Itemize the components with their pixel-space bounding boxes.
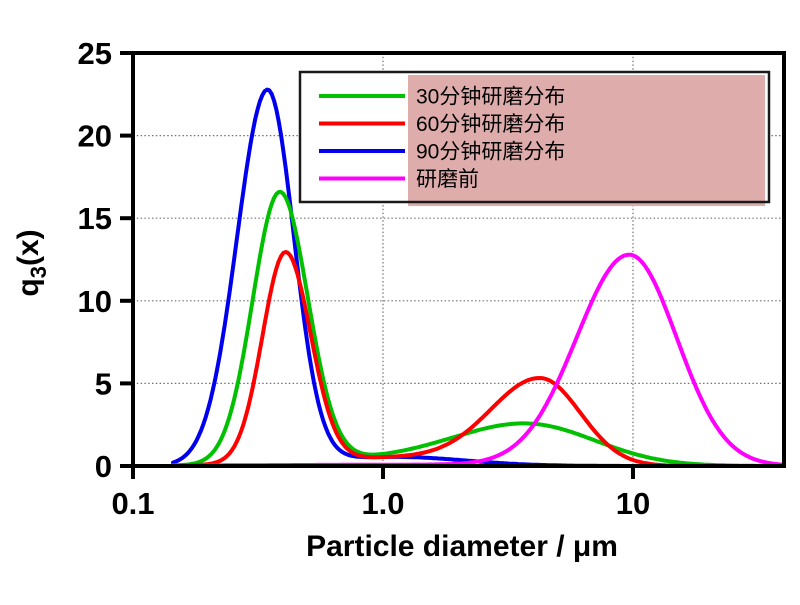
legend-border [298,70,771,204]
axis-ticks [120,51,635,479]
x-axis-title: Particle diameter / μm [306,530,618,563]
y-tick-label-0: 0 [95,449,112,484]
y-tick-label-25: 25 [78,36,112,71]
legend-label-3: 研磨前 [416,168,479,191]
x-tick-label-1.0: 1.0 [361,486,404,521]
series-curve-3 [171,252,786,468]
y-axis-title-subscript: 3 [26,266,51,278]
x-tick-label-10: 10 [616,486,650,521]
y-axis-title: q3(x) [12,229,51,296]
y-axis-title-rest: (x) [12,229,45,266]
plot-frame [131,51,786,468]
y-tick-label-20: 20 [78,119,112,154]
y-axis-title-base: q [12,278,45,296]
series-curve-0 [171,190,786,468]
legend-label-2: 90分钟研磨分布 [416,141,565,164]
legend-highlight-overlay [408,75,765,206]
axis-tick-labels: 0.1 1.0 10 0 5 10 15 20 25 [78,36,651,521]
x-tick-label-0.1: 0.1 [111,486,154,521]
y-tick-label-10: 10 [78,284,112,319]
series-curve-1 [171,250,786,468]
legend-label-1: 60分钟研磨分布 [416,113,565,136]
y-tick-label-5: 5 [95,366,112,401]
y-tick-label-15: 15 [78,201,112,236]
legend-label-0: 30分钟研磨分布 [416,86,565,109]
